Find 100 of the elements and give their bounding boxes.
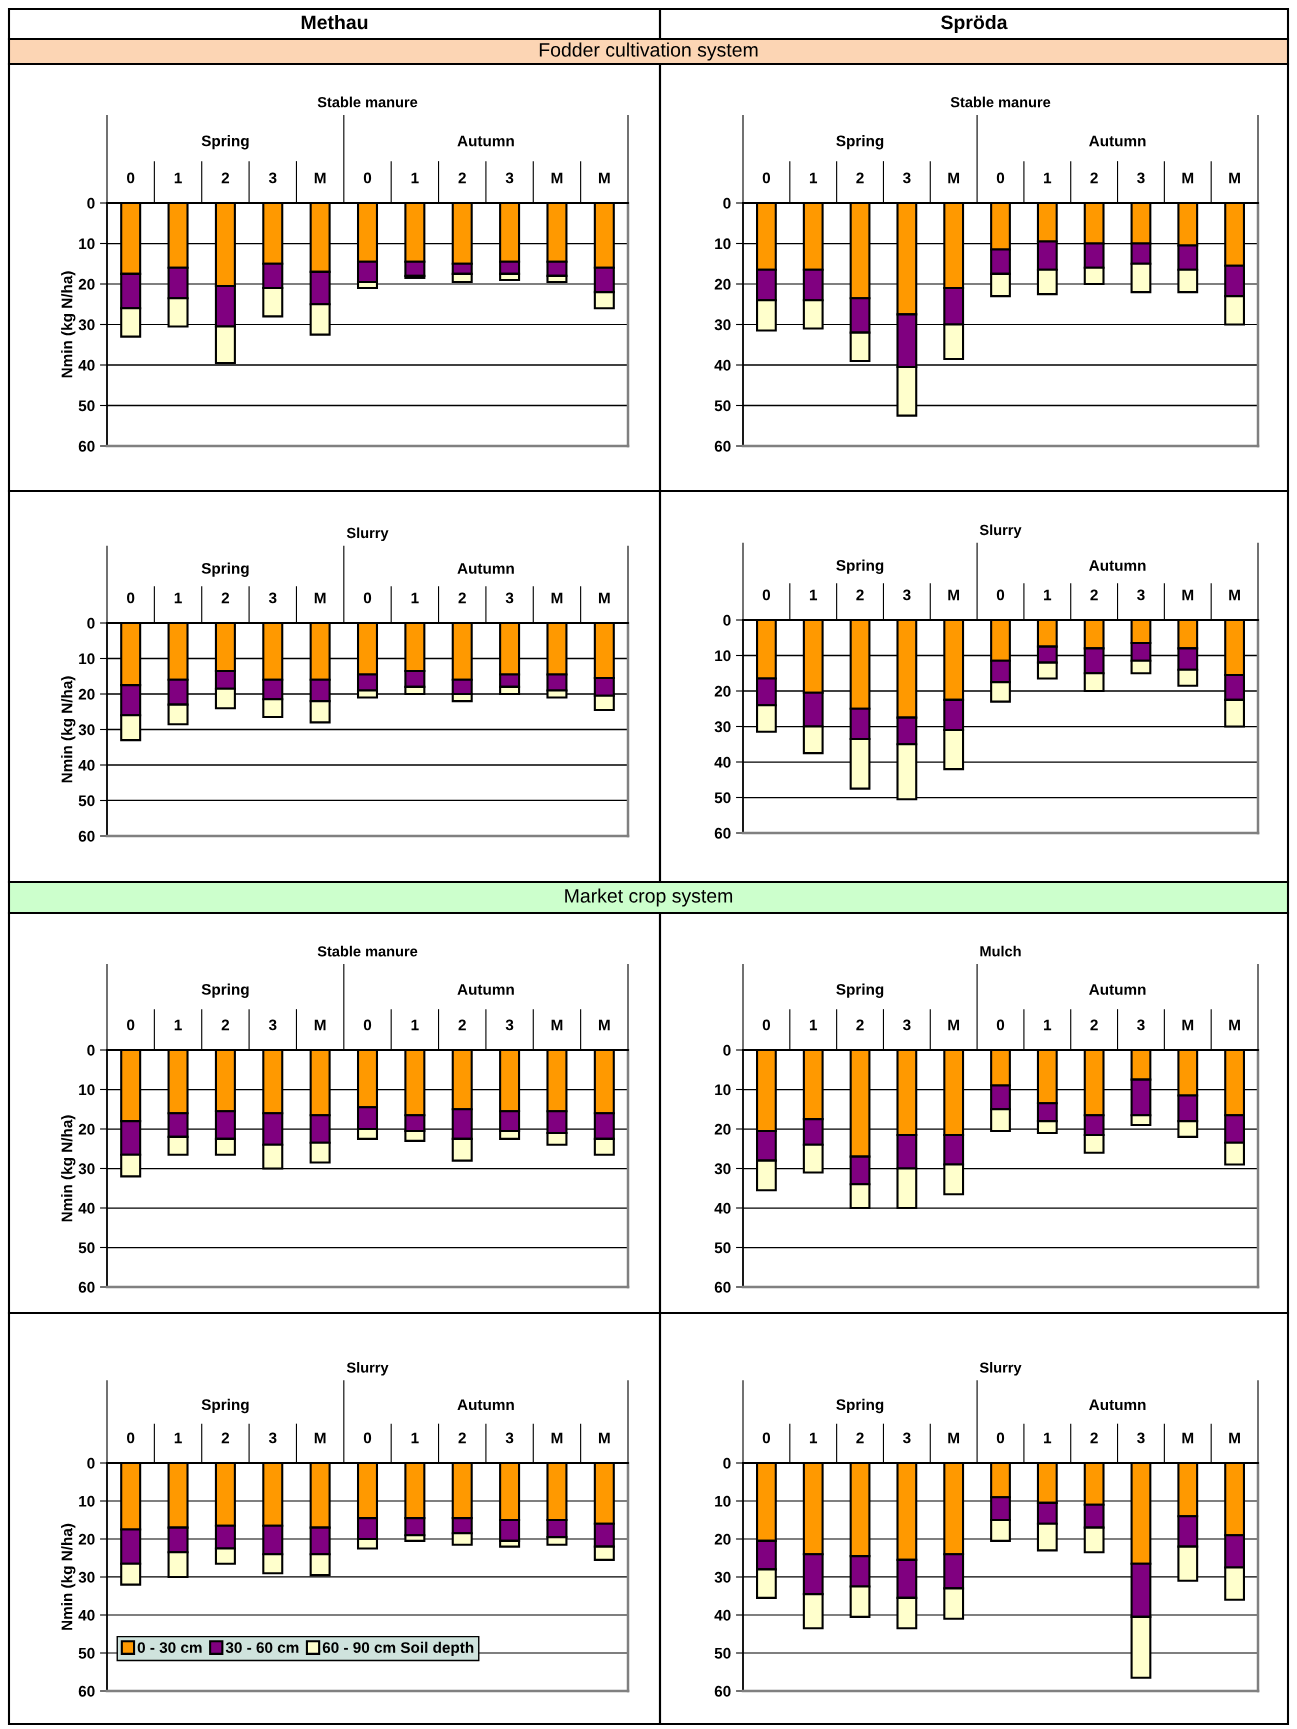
x-tick-label: 0: [996, 1019, 1005, 1031]
x-tick-label: 2: [1090, 589, 1098, 601]
y-tick-label: 50: [78, 1242, 95, 1254]
text: Spring: [201, 983, 249, 998]
x-tick-label: 3: [902, 589, 911, 601]
y-tick-label: 10: [79, 238, 95, 250]
text: Spring: [836, 1398, 884, 1414]
chart-title: Stable manure: [317, 945, 418, 957]
x-tick-label: 1: [411, 172, 419, 184]
y-tick-label: 40: [78, 359, 95, 371]
x-tick-label: 0: [127, 592, 135, 604]
y-tick-label: 20: [78, 1123, 95, 1135]
x-tick-label: M: [314, 1019, 326, 1031]
y-tick-label: 0: [87, 1457, 95, 1469]
y-tick-label: 10: [79, 653, 95, 665]
x-tick-label: 0: [762, 1432, 771, 1444]
x-tick-label: 2: [1090, 172, 1098, 184]
x-tick-label: M: [314, 172, 326, 184]
y-tick-label: 10: [715, 238, 731, 250]
x-tick-label: M: [1229, 172, 1240, 184]
x-tick-label: 0: [127, 172, 135, 184]
y-tick-label: 50: [78, 1647, 95, 1659]
x-tick-label: 1: [1044, 1432, 1052, 1444]
legend-label: 0 - 30 cm: [137, 1642, 202, 1653]
y-tick-label: 10: [79, 1084, 95, 1096]
x-tick-label: M: [598, 1019, 610, 1031]
x-tick-label: 1: [411, 592, 419, 604]
x-tick-label: M: [948, 172, 960, 184]
x-tick-label: 3: [1137, 172, 1145, 184]
x-tick-label: M: [551, 592, 563, 604]
x-tick-label: 0: [762, 172, 771, 184]
x-tick-label: 0: [363, 172, 372, 184]
x-tick-label: 3: [902, 172, 911, 184]
y-tick-label: 40: [78, 1609, 95, 1621]
y-tick-label: 0: [87, 617, 95, 629]
y-tick-label: 50: [78, 795, 95, 807]
y-tick-label: 50: [714, 400, 731, 412]
x-tick-label: M: [1182, 589, 1194, 601]
y-tick-label: 60: [714, 1281, 731, 1293]
y-tick-label: 40: [714, 1609, 731, 1621]
y-tick-label: 60: [78, 830, 95, 842]
x-tick-label: 3: [1137, 1432, 1145, 1444]
x-tick-label: M: [948, 1019, 960, 1031]
x-tick-label: M: [551, 1432, 563, 1444]
y-tick-label: 50: [714, 1242, 731, 1254]
x-tick-label: 1: [411, 1432, 419, 1444]
y-tick-label: 50: [714, 1647, 731, 1659]
y-tick-label: 30: [78, 1163, 95, 1175]
x-tick-label: M: [551, 172, 563, 184]
text: Autumn: [457, 563, 514, 574]
y-tick-label: 0: [87, 1044, 95, 1056]
x-tick-label: M: [598, 172, 610, 184]
chart-title: Slurry: [346, 1362, 389, 1376]
x-tick-label: 3: [268, 1019, 277, 1031]
text: Spring: [836, 135, 884, 150]
x-tick-label: 3: [1137, 1019, 1145, 1031]
y-tick-label: 30: [714, 319, 731, 331]
y-tick-label: 0: [723, 614, 731, 626]
chart-title: Stable manure: [317, 96, 418, 108]
y-axis-title: Nmin (kg N/ha): [61, 271, 76, 378]
x-tick-label: M: [1229, 589, 1240, 601]
x-tick-label: 0: [996, 589, 1005, 601]
x-tick-label: 1: [411, 1019, 419, 1031]
chart-title: Stable manure: [950, 96, 1051, 108]
y-tick-label: 40: [78, 759, 95, 771]
x-tick-label: M: [1229, 1019, 1240, 1031]
x-tick-label: 0: [363, 1432, 372, 1444]
y-tick-label: 40: [78, 1202, 95, 1214]
text: Autumn: [457, 135, 514, 147]
x-tick-label: M: [948, 589, 960, 601]
x-tick-label: 0: [762, 1019, 771, 1031]
x-tick-label: 1: [809, 172, 818, 184]
x-tick-label: 2: [856, 1019, 864, 1031]
chart-title: Slurry: [346, 527, 389, 542]
x-tick-label: M: [598, 592, 610, 604]
legend-label: 30 - 60 cm: [225, 1642, 299, 1653]
x-tick-label: 0: [363, 592, 372, 604]
y-tick-label: 30: [78, 1571, 95, 1583]
chart-title: Slurry: [979, 1362, 1022, 1376]
text: Autumn: [457, 1399, 514, 1411]
y-tick-label: 20: [714, 278, 731, 290]
text: Spring: [836, 559, 884, 574]
x-tick-label: 0: [762, 589, 771, 601]
y-tick-label: 30: [714, 1571, 731, 1583]
y-axis-title: Nmin (kg N/ha): [61, 676, 76, 783]
x-tick-label: 0: [996, 172, 1005, 184]
text: Spring: [201, 1398, 249, 1414]
x-tick-label: 2: [856, 172, 864, 184]
x-tick-label: 3: [268, 592, 277, 604]
text: Autumn: [457, 984, 514, 995]
text: Methau: [301, 14, 368, 30]
y-tick-label: 30: [714, 1163, 731, 1175]
y-tick-label: 10: [715, 1495, 731, 1507]
y-tick-label: 60: [714, 440, 731, 452]
x-tick-label: 3: [268, 172, 277, 184]
x-tick-label: M: [1229, 1432, 1240, 1444]
chart-title: Mulch: [980, 945, 1021, 957]
x-tick-label: M: [1182, 1019, 1194, 1031]
text: Fodder cultivation system: [539, 42, 758, 61]
x-tick-label: 1: [174, 1432, 182, 1444]
